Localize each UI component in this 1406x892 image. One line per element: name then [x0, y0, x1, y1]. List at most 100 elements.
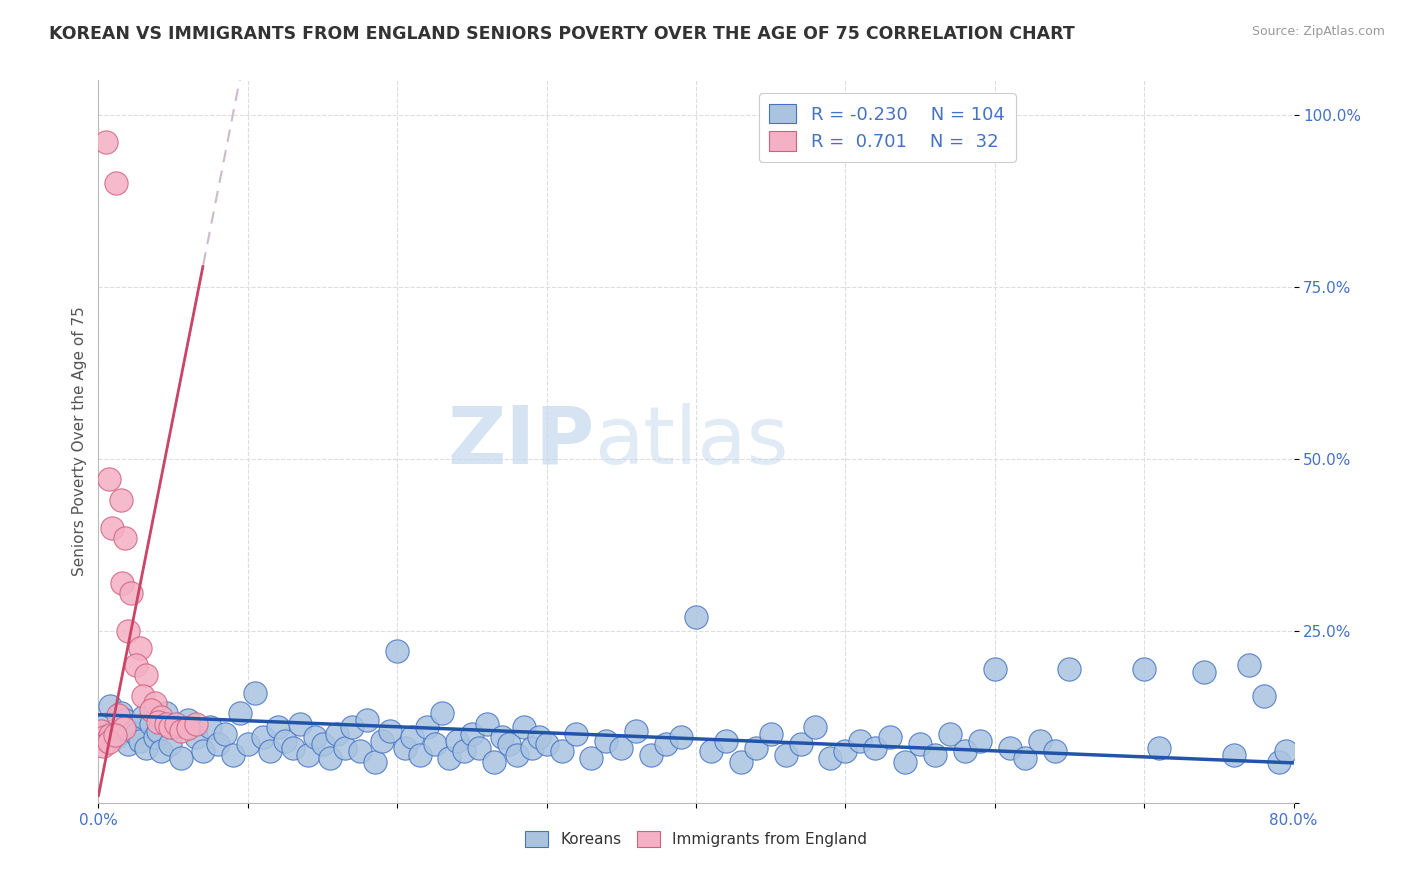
- Point: [685, 610, 707, 624]
- Point: [200, 720, 222, 734]
- Point: [155, 716, 177, 731]
- Point: [259, 744, 281, 758]
- Point: [342, 720, 364, 734]
- Point: [274, 734, 297, 748]
- Point: [117, 624, 139, 638]
- Text: Source: ZipAtlas.com: Source: ZipAtlas.com: [1251, 25, 1385, 38]
- Point: [110, 493, 132, 508]
- Point: [385, 644, 409, 658]
- Point: [191, 744, 214, 758]
- Point: [97, 735, 120, 749]
- Point: [468, 740, 491, 755]
- Point: [364, 755, 387, 769]
- Point: [865, 740, 887, 755]
- Point: [565, 727, 588, 741]
- Point: [139, 703, 162, 717]
- Point: [148, 714, 170, 729]
- Point: [669, 731, 692, 745]
- Point: [1275, 744, 1298, 758]
- Point: [184, 716, 207, 731]
- Point: [834, 744, 856, 758]
- Point: [104, 728, 127, 742]
- Legend: Koreans, Immigrants from England: Koreans, Immigrants from England: [519, 825, 873, 853]
- Point: [953, 744, 976, 758]
- Point: [105, 177, 128, 191]
- Point: [1059, 662, 1081, 676]
- Point: [129, 734, 152, 748]
- Point: [143, 696, 166, 710]
- Point: [177, 713, 200, 727]
- Point: [91, 739, 114, 754]
- Point: [484, 755, 506, 769]
- Point: [820, 751, 842, 765]
- Point: [98, 728, 122, 742]
- Point: [245, 686, 267, 700]
- Point: [894, 755, 917, 769]
- Point: [1043, 744, 1066, 758]
- Point: [207, 737, 229, 751]
- Point: [610, 740, 633, 755]
- Point: [319, 751, 342, 765]
- Point: [159, 720, 181, 734]
- Point: [506, 747, 529, 762]
- Point: [939, 727, 962, 741]
- Point: [1223, 747, 1246, 762]
- Point: [98, 699, 122, 714]
- Point: [527, 731, 550, 745]
- Point: [177, 722, 200, 736]
- Point: [439, 751, 461, 765]
- Point: [430, 706, 453, 721]
- Point: [1267, 755, 1289, 769]
- Point: [745, 740, 768, 755]
- Point: [453, 744, 475, 758]
- Point: [304, 731, 326, 745]
- Point: [236, 737, 259, 751]
- Point: [475, 716, 498, 731]
- Point: [423, 737, 446, 751]
- Point: [349, 744, 371, 758]
- Point: [356, 713, 378, 727]
- Point: [998, 740, 1021, 755]
- Point: [1028, 734, 1050, 748]
- Point: [229, 706, 252, 721]
- Point: [184, 731, 207, 745]
- Point: [165, 716, 187, 731]
- Point: [135, 668, 157, 682]
- Point: [700, 744, 723, 758]
- Point: [297, 747, 319, 762]
- Point: [129, 640, 152, 655]
- Point: [984, 662, 1007, 676]
- Point: [169, 723, 191, 738]
- Point: [491, 731, 513, 745]
- Point: [446, 734, 468, 748]
- Point: [1237, 658, 1260, 673]
- Y-axis label: Seniors Poverty Over the Age of 75: Seniors Poverty Over the Age of 75: [72, 307, 87, 576]
- Point: [148, 723, 170, 738]
- Point: [120, 720, 142, 734]
- Point: [714, 734, 737, 748]
- Point: [626, 723, 648, 738]
- Point: [107, 707, 129, 722]
- Point: [288, 716, 311, 731]
- Point: [908, 737, 931, 751]
- Point: [90, 723, 112, 738]
- Text: ZIP: ZIP: [447, 402, 595, 481]
- Point: [132, 710, 155, 724]
- Point: [1014, 751, 1036, 765]
- Point: [214, 727, 236, 741]
- Point: [730, 755, 752, 769]
- Point: [150, 710, 173, 724]
- Point: [101, 520, 124, 534]
- Point: [655, 737, 678, 751]
- Point: [461, 727, 484, 741]
- Point: [114, 713, 136, 727]
- Point: [94, 716, 117, 731]
- Point: [595, 734, 617, 748]
- Point: [1147, 740, 1170, 755]
- Point: [789, 737, 811, 751]
- Point: [879, 731, 901, 745]
- Point: [169, 751, 191, 765]
- Point: [110, 706, 132, 721]
- Point: [105, 731, 128, 745]
- Point: [520, 740, 543, 755]
